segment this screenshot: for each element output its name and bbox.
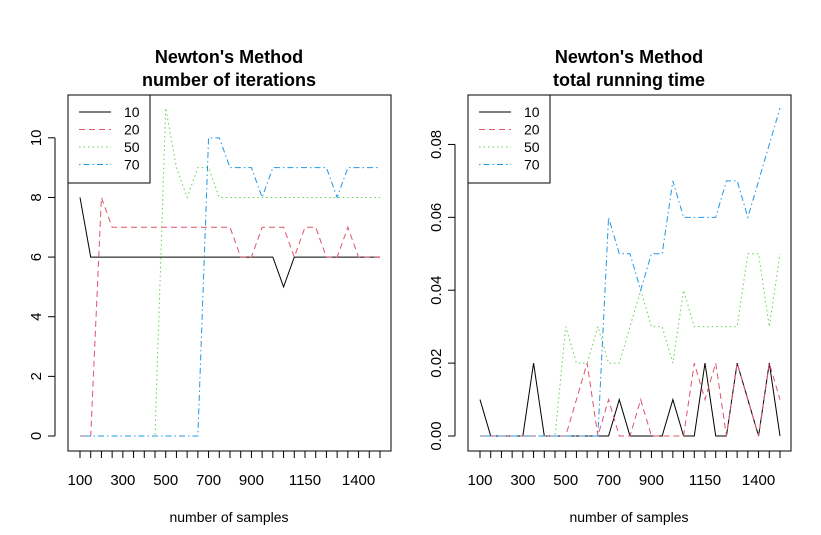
series-lines	[479, 107, 781, 437]
x-tick-label: 900	[239, 472, 264, 489]
series-line-10	[479, 362, 781, 437]
y-tick-label: 0.08	[428, 130, 445, 159]
chart-panel-iterations: Newton's Method number of iterations 100…	[28, 47, 392, 525]
x-tick-label: 100	[467, 472, 492, 489]
y-tick-label: 2	[28, 372, 45, 380]
y-tick-label: 0.02	[428, 349, 445, 378]
x-tick-label: 1150	[289, 472, 321, 489]
legend-box	[467, 94, 551, 184]
x-tick-label: 700	[196, 472, 221, 489]
legend-label-50: 50	[524, 139, 540, 155]
x-axis: 100 300 500 700 900 1150 1400	[67, 450, 381, 489]
y-tick-label: 4	[28, 313, 45, 321]
series-line-70	[480, 107, 781, 437]
chart-subtitle: total running time	[553, 70, 705, 90]
series-line-20	[480, 362, 781, 437]
legend-label-10: 10	[524, 104, 540, 120]
y-tick-label: 10	[28, 129, 45, 146]
x-axis: 100 300 500 700 900 1150 1400	[467, 450, 781, 489]
legend-label-70: 70	[524, 157, 540, 173]
legend-label-20: 20	[124, 122, 140, 138]
legend-label-10: 10	[124, 104, 140, 120]
series-lines	[79, 107, 380, 437]
x-tick-label: 500	[553, 472, 578, 489]
legend-box	[67, 94, 151, 184]
y-tick-label: 0.04	[428, 276, 445, 305]
chart-title: Newton's Method	[555, 47, 703, 67]
x-tick-label: 300	[510, 472, 535, 489]
x-tick-label: 300	[110, 472, 135, 489]
x-tick-label: 1400	[342, 472, 375, 489]
legend-label-70: 70	[124, 157, 140, 173]
x-axis-label: number of samples	[569, 509, 688, 525]
x-tick-label: 1150	[689, 472, 721, 489]
y-tick-label: 0.00	[428, 421, 445, 450]
y-axis: 0.00 0.02 0.04 0.06 0.08	[428, 130, 456, 451]
chart-subtitle: number of iterations	[142, 70, 316, 90]
y-tick-label: 0	[28, 432, 45, 440]
legend-label-50: 50	[124, 139, 140, 155]
x-tick-label: 700	[596, 472, 621, 489]
y-axis: 0 2 4 6 8 10	[28, 129, 56, 440]
x-tick-label: 1400	[742, 472, 775, 489]
series-line-70	[80, 137, 380, 437]
x-tick-label: 900	[639, 472, 664, 489]
y-tick-label: 8	[28, 193, 45, 201]
x-tick-label: 100	[67, 472, 92, 489]
chart-title: Newton's Method	[155, 47, 303, 67]
legend-label-20: 20	[524, 122, 540, 138]
series-line-50	[480, 253, 781, 437]
x-axis-label: number of samples	[169, 509, 288, 525]
series-line-20	[80, 197, 380, 437]
y-tick-label: 6	[28, 253, 45, 261]
chart-panel-running-time: Newton's Method total running time 100 30…	[428, 47, 792, 525]
series-line-10	[79, 197, 380, 289]
x-tick-label: 500	[153, 472, 178, 489]
y-tick-label: 0.06	[428, 203, 445, 232]
